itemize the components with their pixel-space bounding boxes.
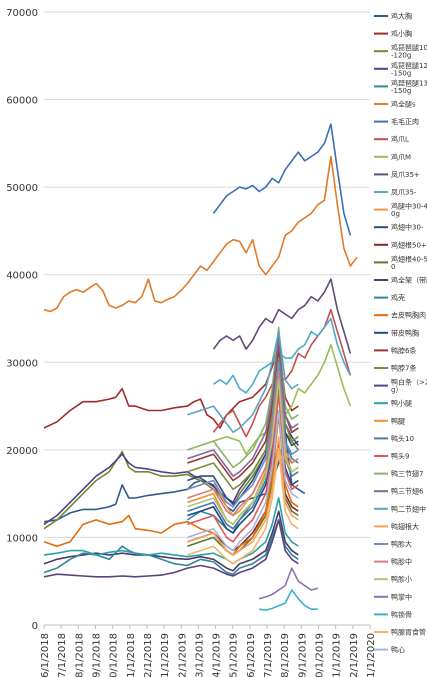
series-line-29 [187, 330, 299, 434]
legend-label: 鸭腺胃食管 [391, 628, 426, 637]
x-tick-label: 12/1/2018 [143, 633, 154, 677]
y-tick-label: 40000 [6, 271, 38, 282]
x-tick-label: 1/1/2020 [366, 633, 377, 677]
series-line-28 [187, 335, 299, 477]
x-tick-label: 11/1/2019 [332, 633, 343, 677]
legend-label: 鸡小胸 [391, 29, 412, 38]
x-tick-label: 10/1/2019 [315, 633, 326, 677]
x-tick-label: 1/1/2019 [160, 633, 171, 677]
legend-label: 鸡翅根50+ [391, 240, 427, 249]
legend-label: 鸡爪L [391, 135, 409, 144]
y-tick-label: 30000 [6, 358, 38, 369]
legend: 鸡大胸鸡小胸鸡琵琶腿100-120g鸡琵琶腿120-150g鸡琵琶腿130-15… [374, 12, 427, 654]
legend-label: 鸡翅中30- [391, 223, 424, 232]
x-tick-label: 2/1/2019 [177, 633, 188, 677]
legend-label: 鸭胗大 [391, 540, 412, 549]
legend-label: 鸭头10 [391, 434, 414, 443]
legend-label: 鸭锁骨 [391, 610, 412, 619]
x-tick-label: 10/1/2018 [109, 633, 120, 677]
legend-label: 鸡爪M [391, 152, 411, 161]
series-line-23 [43, 497, 299, 565]
legend-label: 鸭三节翅7 [391, 469, 423, 478]
legend-label: 鸭心 [391, 645, 405, 654]
x-tick-label: 8/1/2018 [74, 633, 85, 677]
y-tick-label: 60000 [6, 96, 38, 107]
legend-label: 毛毛正肉 [391, 117, 419, 126]
series-line-37 [187, 409, 299, 552]
legend-label: 鸡琵琶腿120-150g [391, 61, 427, 78]
x-tick-label: 6/1/2018 [40, 633, 51, 677]
legend-label: 鸡壳 [391, 293, 405, 302]
x-tick-label: 5/1/2019 [229, 633, 240, 677]
y-tick-label: 20000 [6, 446, 38, 457]
series-line-22 [43, 519, 299, 578]
y-tick-label: 0 [32, 621, 38, 632]
series-line-7 [212, 123, 352, 236]
legend-label: 鸭翅根大 [391, 522, 419, 531]
x-tick-label: 11/1/2018 [126, 633, 137, 677]
series-line-34 [258, 567, 319, 600]
series-line-10 [212, 278, 352, 354]
series-line-26 [187, 392, 299, 543]
series-line-4 [43, 370, 299, 525]
legend-label: 鸡大胸 [391, 12, 412, 21]
series-line-35 [259, 589, 318, 611]
x-tick-label: 7/1/2019 [263, 633, 274, 677]
series-line-33 [187, 378, 299, 526]
legend-label: 凤爪35- [391, 189, 417, 197]
y-tick-label: 70000 [6, 8, 38, 19]
legend-label: 去皮鸭胸肉 [391, 311, 426, 320]
legend-label: 鸡腿中30-4 0g [391, 202, 427, 219]
legend-label: 鸡全架（带脖） [391, 276, 427, 285]
x-tick-label: 12/1/2019 [349, 633, 360, 677]
legend-label: 鸭腱 [391, 416, 405, 425]
series-line-30 [187, 435, 299, 556]
legend-label: 鸭小腿 [391, 399, 412, 408]
y-axis: 0 10000 20000 30000 40000 50000 60000 70000 [6, 8, 38, 632]
legend-label: 鸡全腿s [391, 100, 416, 109]
x-tick-label: 8/1/2019 [280, 633, 291, 677]
x-tick-label: 3/1/2019 [194, 633, 205, 677]
series-line-6 [43, 155, 358, 313]
x-tick-label: 9/1/2019 [297, 633, 308, 677]
legend-label: 鸭头9 [391, 452, 409, 461]
legend-label: 鸭胗小 [391, 575, 412, 584]
series-line-21 [187, 357, 299, 491]
x-tick-label: 6/1/2019 [246, 633, 257, 677]
y-tick-label: 10000 [6, 533, 38, 544]
legend-label: 鸡琵琶腿130-150g [391, 78, 427, 95]
y-tick-label: 50000 [6, 183, 38, 194]
legend-label: 鸭掌中 [391, 592, 412, 601]
grid-lines [44, 11, 370, 626]
legend-label: 鸭三节翅6 [391, 487, 424, 496]
x-tick-label: 7/1/2018 [57, 633, 68, 677]
legend-label: 鸭白条（>2kg） [391, 378, 427, 395]
x-axis: 6/1/2018 7/1/2018 8/1/2018 9/1/2018 10/1/201… [40, 625, 377, 677]
legend-label: 鸡翅根40-5 0 [391, 254, 427, 271]
legend-label: 鸭脖6条 [391, 346, 416, 355]
series-line-9 [213, 343, 352, 456]
legend-label: 凤爪35+ [391, 171, 420, 179]
series-line-2 [43, 343, 299, 429]
plot-area [43, 123, 358, 611]
x-tick-label: 9/1/2018 [91, 633, 102, 677]
x-tick-label: 4/1/2019 [212, 633, 223, 677]
series-line-18 [43, 413, 299, 556]
legend-label: 鸭脖7条 [391, 364, 416, 373]
series-line-36 [187, 449, 299, 565]
legend-label: 鸭二节翅中 [391, 504, 426, 513]
legend-label: 鸭胗中 [391, 557, 412, 566]
legend-label: 带皮鸭胸 [391, 328, 419, 337]
legend-label: 鸡琵琶腿100-120g [391, 43, 427, 60]
